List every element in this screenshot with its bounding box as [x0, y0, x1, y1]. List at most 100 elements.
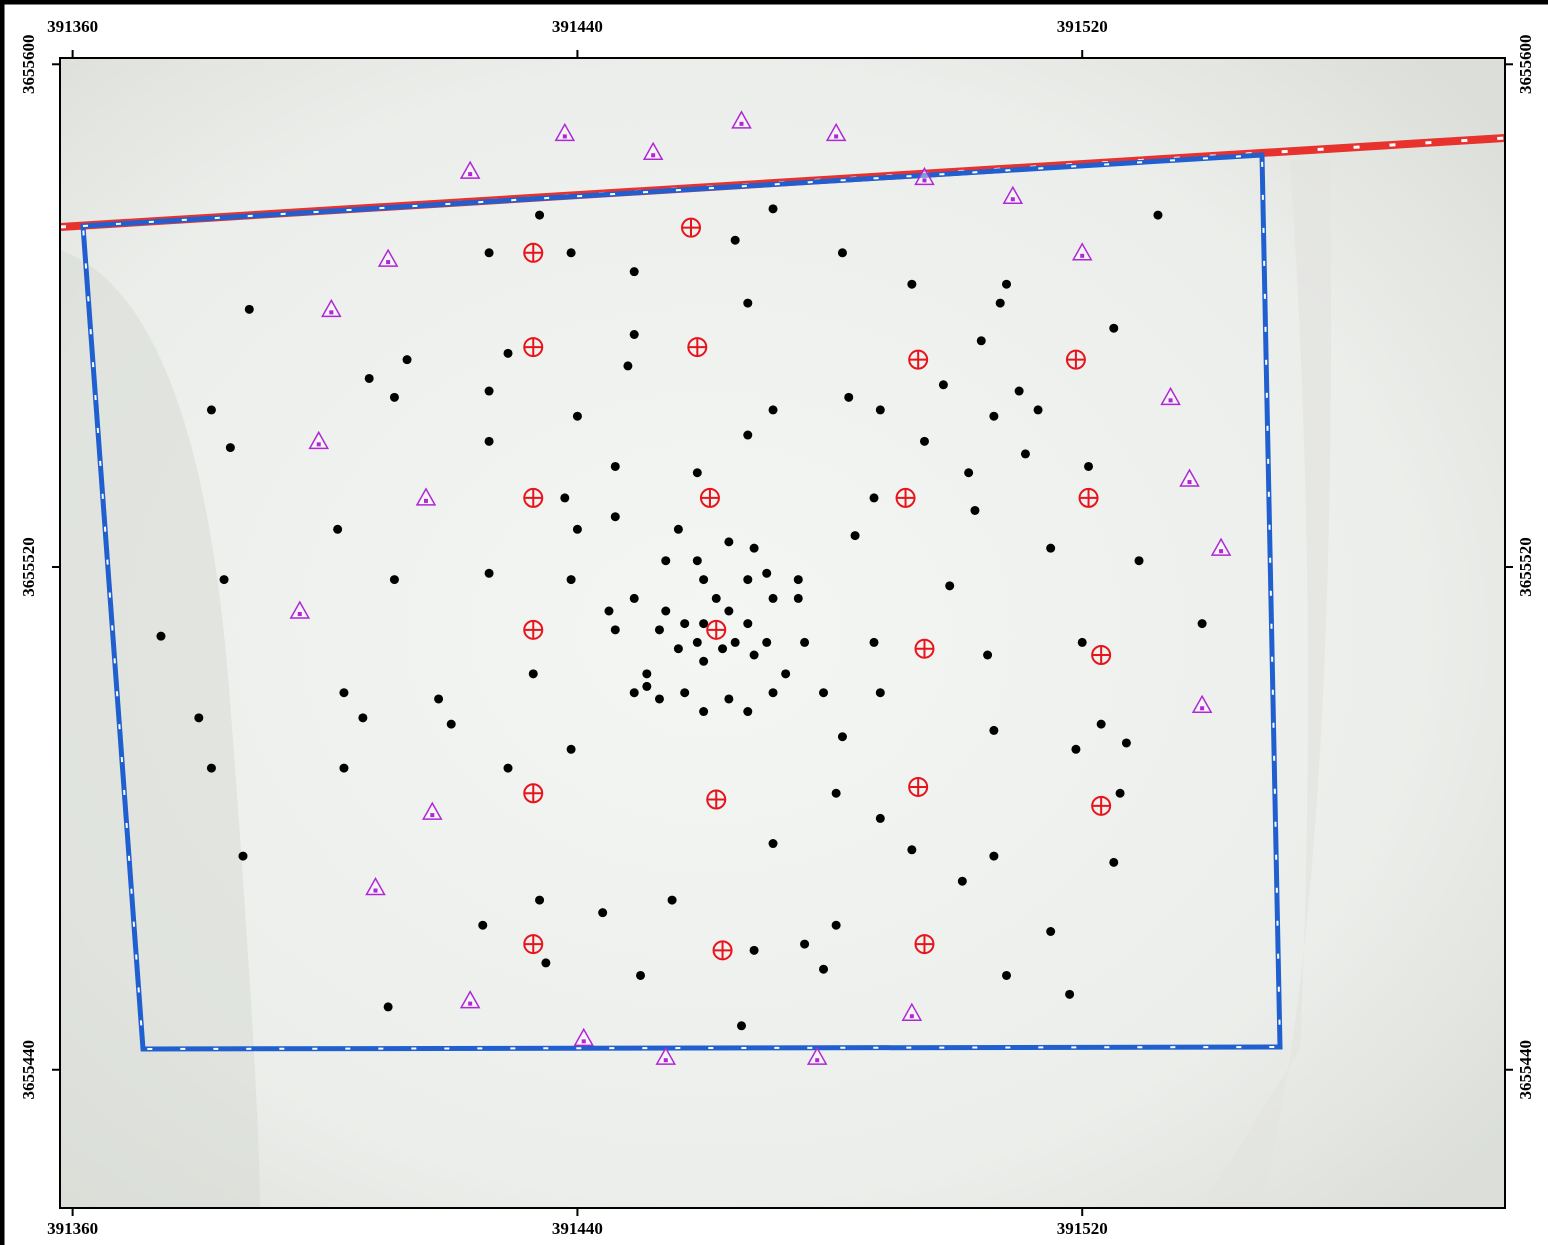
dot [560, 493, 569, 502]
dot-marker [769, 594, 778, 603]
dot [630, 330, 639, 339]
dot-marker [207, 405, 216, 414]
dot-marker [567, 575, 576, 584]
target-marker [707, 621, 725, 639]
dot-marker [743, 299, 752, 308]
dot-marker [674, 525, 683, 534]
dot [737, 1021, 746, 1030]
dot-marker [680, 688, 689, 697]
dot-marker [724, 537, 733, 546]
target-marker [915, 640, 933, 658]
dot-marker [245, 305, 254, 314]
dot [661, 607, 670, 616]
triangle-center [910, 1014, 914, 1018]
dot [693, 468, 702, 477]
dot-marker [611, 462, 620, 471]
dot-marker [1097, 720, 1106, 729]
dot-marker [1021, 449, 1030, 458]
dot-marker [1002, 971, 1011, 980]
dot-marker [661, 556, 670, 565]
dot-marker [642, 682, 651, 691]
dot [989, 852, 998, 861]
dot-marker [958, 877, 967, 886]
dot [1116, 789, 1125, 798]
dot-marker [1135, 556, 1144, 565]
dot [1071, 745, 1080, 754]
dot-marker [781, 669, 790, 678]
dot [238, 852, 247, 861]
dot-marker [693, 468, 702, 477]
target-marker [524, 935, 542, 953]
dot-marker [238, 852, 247, 861]
dot-marker [655, 694, 664, 703]
dot-marker [794, 575, 803, 584]
dot [1135, 556, 1144, 565]
target-marker [1092, 646, 1110, 664]
dot-marker [156, 632, 165, 641]
dot-marker [907, 845, 916, 854]
target-marker [524, 784, 542, 802]
dot [869, 493, 878, 502]
dot-marker [762, 638, 771, 647]
dot [876, 405, 885, 414]
dot-marker [851, 531, 860, 540]
dot-marker [447, 720, 456, 729]
dot [630, 267, 639, 276]
dot-marker [743, 575, 752, 584]
triangle-center [424, 499, 428, 503]
dot [989, 726, 998, 735]
dot [636, 971, 645, 980]
dot [794, 575, 803, 584]
x-tick-label: 391360 [47, 17, 98, 36]
dot [384, 1002, 393, 1011]
triangle-center [1219, 549, 1223, 553]
dot-marker [642, 669, 651, 678]
dot-marker [762, 569, 771, 578]
dot [1109, 324, 1118, 333]
dot-marker [1122, 738, 1131, 747]
dot-marker [567, 745, 576, 754]
x-tick-label: 391440 [552, 17, 603, 36]
dot-marker [1198, 619, 1207, 628]
y-tick-label: 3655600 [19, 35, 38, 95]
dot [876, 814, 885, 823]
dot [1065, 990, 1074, 999]
dot [485, 569, 494, 578]
dot [485, 248, 494, 257]
dot-marker [611, 512, 620, 521]
dot [876, 688, 885, 697]
dot-marker [535, 896, 544, 905]
triangle-center [739, 122, 743, 126]
dot-marker [1065, 990, 1074, 999]
dot [724, 537, 733, 546]
target-marker [688, 338, 706, 356]
dot-marker [869, 638, 878, 647]
dot [1034, 405, 1043, 414]
dot-marker [390, 575, 399, 584]
dot [642, 669, 651, 678]
dot-marker [668, 896, 677, 905]
dot-marker [769, 688, 778, 697]
dot [794, 594, 803, 603]
dot-marker [876, 405, 885, 414]
x-tick-label: 391440 [552, 1219, 603, 1238]
dot [838, 248, 847, 257]
dot [750, 946, 759, 955]
map: 3913603913603914403914403915203915203655… [0, 0, 1548, 1245]
dot [977, 336, 986, 345]
dot [800, 638, 809, 647]
triangle-center [1080, 254, 1084, 258]
dot-marker [529, 669, 538, 678]
dot-marker [1078, 638, 1087, 647]
target-marker [909, 778, 927, 796]
triangle-center [922, 178, 926, 182]
triangle-center [664, 1058, 668, 1062]
triangle-center [563, 134, 567, 138]
dot [819, 688, 828, 697]
dot [156, 632, 165, 641]
dot [573, 412, 582, 421]
dot-marker [194, 713, 203, 722]
target-marker [897, 489, 915, 507]
dot [693, 556, 702, 565]
dot [573, 525, 582, 534]
